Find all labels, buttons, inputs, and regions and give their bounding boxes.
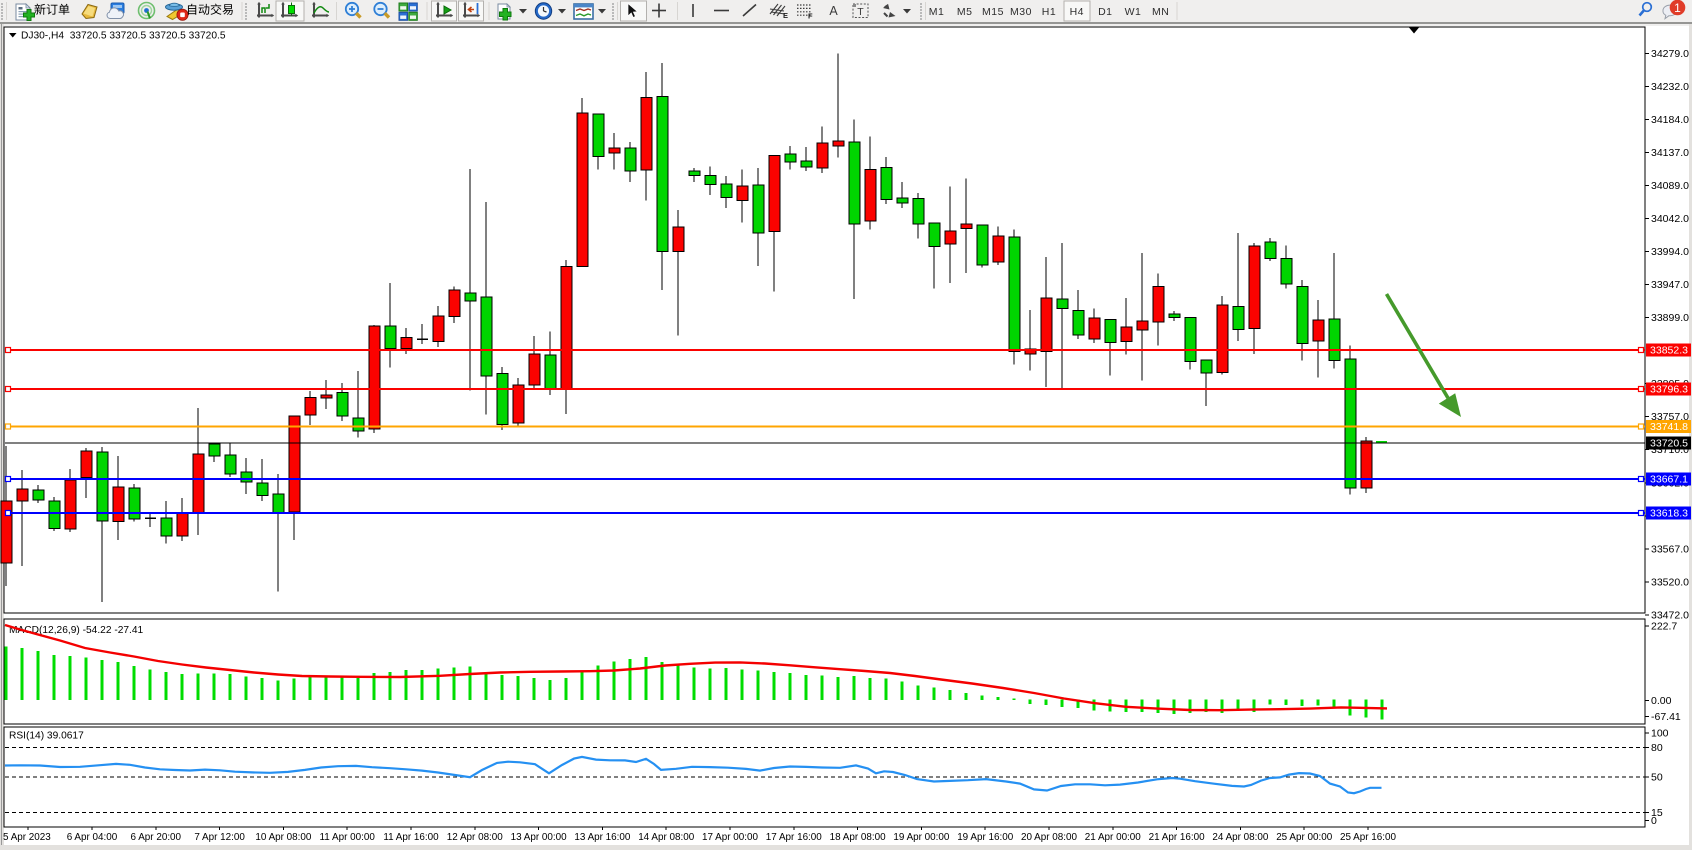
svg-text:34042.0: 34042.0: [1651, 213, 1689, 225]
svg-text:33618.3: 33618.3: [1650, 508, 1688, 520]
svg-text:-67.41: -67.41: [1651, 711, 1681, 723]
svg-text:33947.0: 33947.0: [1651, 279, 1689, 291]
svg-text:W1: W1: [1125, 6, 1142, 18]
svg-text:M15: M15: [982, 6, 1004, 18]
svg-text:6 Apr 20:00: 6 Apr 20:00: [131, 832, 182, 843]
svg-text:17 Apr 16:00: 17 Apr 16:00: [766, 832, 823, 843]
svg-text:0.00: 0.00: [1651, 695, 1672, 707]
svg-text:33472.0: 33472.0: [1651, 609, 1689, 621]
svg-text:21 Apr 16:00: 21 Apr 16:00: [1149, 832, 1206, 843]
svg-text:0: 0: [1651, 815, 1657, 827]
svg-text:MACD(12,26,9) -54.22 -27.41: MACD(12,26,9) -54.22 -27.41: [9, 625, 144, 636]
svg-text:15: 15: [1651, 807, 1663, 819]
svg-text:DJ30-,H4 33720.5 33720.5 3372: DJ30-,H4 33720.5 33720.5 33720.5 33720.5: [21, 31, 226, 42]
svg-text:13 Apr 16:00: 13 Apr 16:00: [574, 832, 631, 843]
svg-text:11 Apr 00:00: 11 Apr 00:00: [320, 832, 376, 843]
svg-text:80: 80: [1651, 742, 1663, 754]
svg-text:1: 1: [1674, 1, 1681, 15]
svg-text:M30: M30: [1010, 6, 1032, 18]
svg-text:6 Apr 04:00: 6 Apr 04:00: [67, 832, 118, 843]
svg-text:H1: H1: [1042, 6, 1056, 18]
svg-text:T: T: [857, 6, 864, 18]
svg-text:20 Apr 08:00: 20 Apr 08:00: [1021, 832, 1078, 843]
svg-text:33741.8: 33741.8: [1650, 421, 1688, 433]
svg-text:H4: H4: [1070, 6, 1084, 18]
svg-text:12 Apr 08:00: 12 Apr 08:00: [447, 832, 504, 843]
svg-text:33567.0: 33567.0: [1651, 543, 1689, 555]
svg-text:E: E: [783, 11, 788, 20]
svg-text:19 Apr 00:00: 19 Apr 00:00: [893, 832, 950, 843]
svg-text:25 Apr 00:00: 25 Apr 00:00: [1276, 832, 1333, 843]
svg-text:24 Apr 08:00: 24 Apr 08:00: [1212, 832, 1269, 843]
svg-text:21 Apr 00:00: 21 Apr 00:00: [1085, 832, 1142, 843]
svg-text:222.7: 222.7: [1651, 621, 1677, 633]
svg-text:50: 50: [1651, 772, 1663, 784]
svg-text:34279.0: 34279.0: [1651, 48, 1689, 60]
svg-text:A: A: [829, 4, 838, 18]
svg-text:11 Apr 16:00: 11 Apr 16:00: [383, 832, 439, 843]
svg-text:100: 100: [1651, 728, 1669, 740]
svg-text:18 Apr 08:00: 18 Apr 08:00: [830, 832, 887, 843]
svg-text:F: F: [808, 12, 813, 21]
svg-text:33852.3: 33852.3: [1650, 345, 1688, 357]
svg-text:33667.1: 33667.1: [1650, 474, 1688, 486]
svg-text:33520.0: 33520.0: [1651, 576, 1689, 588]
svg-text:17 Apr 00:00: 17 Apr 00:00: [702, 832, 759, 843]
svg-text:33720.5: 33720.5: [1650, 438, 1688, 450]
svg-text:25 Apr 16:00: 25 Apr 16:00: [1340, 832, 1397, 843]
svg-text:33796.3: 33796.3: [1650, 384, 1688, 396]
svg-text:13 Apr 00:00: 13 Apr 00:00: [511, 832, 568, 843]
svg-text:34137.0: 34137.0: [1651, 147, 1689, 159]
svg-text:34184.0: 34184.0: [1651, 114, 1689, 126]
svg-text:19 Apr 16:00: 19 Apr 16:00: [957, 832, 1014, 843]
svg-text:33899.0: 33899.0: [1651, 312, 1689, 324]
svg-text:14 Apr 08:00: 14 Apr 08:00: [638, 832, 695, 843]
svg-text:M1: M1: [929, 6, 945, 18]
svg-text:5 Apr 2023: 5 Apr 2023: [3, 832, 51, 843]
svg-text:MN: MN: [1152, 6, 1169, 18]
svg-text:34232.0: 34232.0: [1651, 81, 1689, 93]
svg-text:34089.0: 34089.0: [1651, 180, 1689, 192]
svg-text:RSI(14) 39.0617: RSI(14) 39.0617: [9, 731, 84, 742]
svg-text:7 Apr 12:00: 7 Apr 12:00: [194, 832, 245, 843]
svg-text:33994.0: 33994.0: [1651, 246, 1689, 258]
svg-text:D1: D1: [1098, 6, 1112, 18]
svg-text:10 Apr 08:00: 10 Apr 08:00: [255, 832, 312, 843]
svg-text:M5: M5: [957, 6, 973, 18]
